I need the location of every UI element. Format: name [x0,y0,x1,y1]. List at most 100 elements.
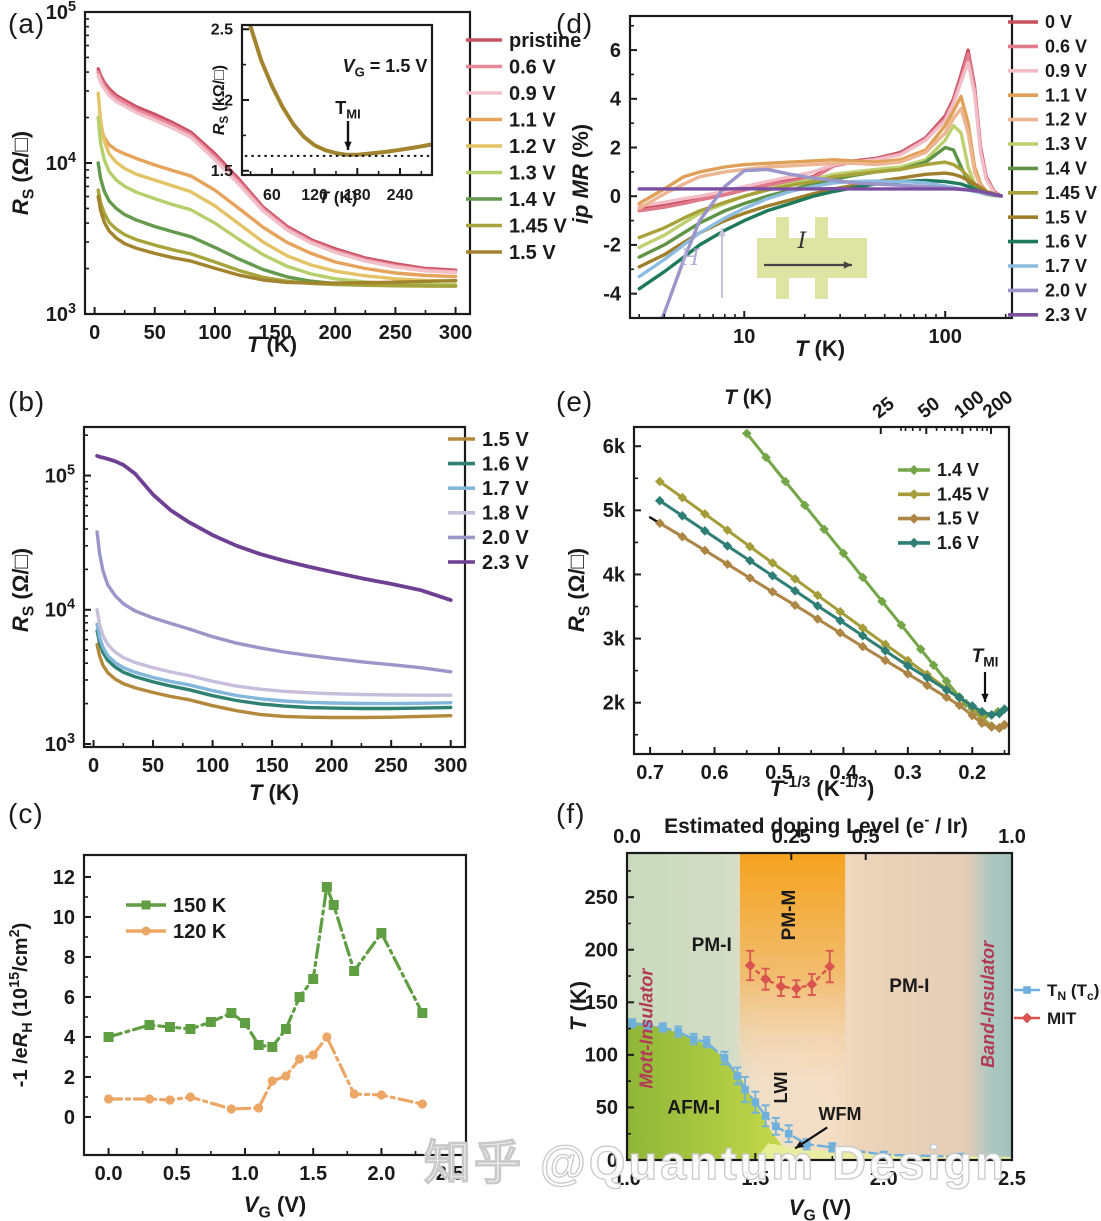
svg-text:1.45 V: 1.45 V [937,484,989,504]
svg-text:0: 0 [607,1150,618,1172]
svg-text:180: 180 [344,187,371,204]
svg-text:6: 6 [64,987,75,1009]
svg-text:25: 25 [869,393,899,423]
svg-text:PM-I: PM-I [889,976,929,997]
svg-text:RS (kΩ/□): RS (kΩ/□) [211,65,231,135]
svg-text:2.3 V: 2.3 V [482,552,529,574]
svg-text:pristine: pristine [509,30,581,52]
svg-text:50: 50 [914,393,944,423]
svg-text:5k: 5k [603,500,626,522]
svg-text:10: 10 [53,907,75,929]
svg-text:1.5 V: 1.5 V [937,509,979,529]
svg-text:200: 200 [585,940,618,962]
svg-text:2.0: 2.0 [870,1168,898,1190]
svg-text:1.0: 1.0 [231,1163,259,1185]
svg-text:250: 250 [379,322,412,344]
panel-label-f: (f) [556,798,586,829]
svg-text:H: H [679,246,700,271]
svg-text:1.3 V: 1.3 V [509,162,556,184]
svg-text:6k: 6k [603,436,626,458]
svg-text:0: 0 [64,1107,75,1129]
svg-text:150: 150 [255,755,288,777]
svg-text:100: 100 [198,322,231,344]
svg-text:T-1/3 (K-1/3): T-1/3 (K-1/3) [770,774,875,801]
svg-text:1.5 V: 1.5 V [509,242,556,264]
svg-text:1.4 V: 1.4 V [509,189,556,211]
svg-text:1.5: 1.5 [299,1163,327,1185]
svg-text:0.2: 0.2 [958,762,986,784]
panel-label-a: (a) [8,8,46,39]
svg-text:0.0: 0.0 [95,1163,123,1185]
svg-text:TMI: TMI [335,98,360,121]
svg-text:150: 150 [258,322,291,344]
svg-text:T (K): T (K) [795,336,845,361]
svg-text:2.3 V: 2.3 V [1045,305,1087,325]
svg-text:1.8 V: 1.8 V [482,503,529,525]
svg-text:0.0: 0.0 [613,826,641,848]
svg-text:1.1 V: 1.1 V [509,109,556,131]
svg-text:TN (Tc): TN (Tc) [1047,981,1099,1003]
panel-a2-plot [244,25,432,157]
svg-text:1.45 V: 1.45 V [509,215,567,237]
svg-text:0.25: 0.25 [772,826,811,848]
svg-text:2: 2 [64,1067,75,1089]
svg-text:0.7: 0.7 [636,762,664,784]
svg-text:-2: -2 [603,235,621,257]
svg-text:T (K): T (K) [249,780,299,805]
svg-text:T (K): T (K) [319,188,358,207]
svg-text:1.45 V: 1.45 V [1045,183,1097,203]
panel-label-b: (b) [8,386,46,417]
svg-text:2.0 V: 2.0 V [1045,281,1087,301]
svg-text:VG = 1.5 V: VG = 1.5 V [343,56,428,79]
svg-text:1.5 V: 1.5 V [1045,207,1087,227]
panel-c-plot [103,882,428,1114]
svg-text:1.5: 1.5 [741,1168,769,1190]
svg-text:2: 2 [610,137,621,159]
svg-text:T (K): T (K) [247,332,297,357]
svg-text:1.2 V: 1.2 V [509,136,556,158]
svg-text:104: 104 [45,597,75,622]
svg-text:4k: 4k [603,564,626,586]
svg-text:6: 6 [610,40,621,62]
svg-text:0.4: 0.4 [830,762,859,784]
svg-text:2: 2 [224,92,233,109]
panel-b-plot [95,454,453,720]
svg-text:250: 250 [374,755,407,777]
svg-text:Estimated doping Level (e- / I: Estimated doping Level (e- / Ir) [664,812,968,838]
svg-text:150 K: 150 K [173,895,227,917]
panel-a-plot [96,67,458,288]
svg-text:0: 0 [610,186,621,208]
svg-text:50: 50 [144,322,166,344]
svg-text:200: 200 [979,387,1017,423]
svg-text:2.0 V: 2.0 V [482,527,529,549]
svg-text:0.5: 0.5 [163,1163,191,1185]
svg-text:0.6: 0.6 [701,762,729,784]
svg-text:50: 50 [596,1097,618,1119]
svg-text:120 K: 120 K [173,921,227,943]
svg-text:12: 12 [53,867,75,889]
svg-text:0.6 V: 0.6 V [509,56,556,78]
svg-text:TMI: TMI [972,646,999,670]
svg-text:105: 105 [45,462,75,487]
svg-text:1.5: 1.5 [211,163,233,180]
panel-label-e: (e) [556,386,594,417]
svg-text:0.9 V: 0.9 V [509,83,556,105]
svg-text:1.6 V: 1.6 V [482,453,529,475]
svg-text:RS (Ω/□): RS (Ω/□) [8,548,37,632]
svg-text:Mott-Insulator: Mott-Insulator [637,968,657,1089]
svg-text:10: 10 [733,326,755,348]
svg-text:100: 100 [585,1045,618,1067]
svg-text:2.0: 2.0 [368,1163,396,1185]
svg-text:1.4 V: 1.4 V [937,460,979,480]
panel-d-plot [637,48,1003,318]
svg-text:8: 8 [64,947,75,969]
svg-text:1.7 V: 1.7 V [482,478,529,500]
svg-text:60: 60 [263,187,281,204]
svg-text:0.6 V: 0.6 V [1045,37,1087,57]
svg-text:T (K): T (K) [724,386,772,409]
svg-text:2k: 2k [603,693,626,715]
svg-text:RS (Ω/□): RS (Ω/□) [564,548,593,632]
svg-text:300: 300 [439,322,472,344]
svg-text:-4: -4 [603,283,622,305]
